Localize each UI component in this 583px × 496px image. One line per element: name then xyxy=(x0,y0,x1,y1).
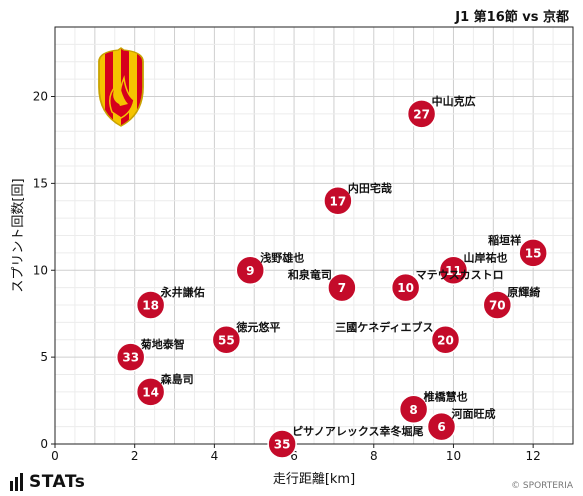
point-marker xyxy=(135,290,166,320)
point-label: 三國ケネディエブス xyxy=(335,320,433,334)
team-emblem xyxy=(98,47,144,127)
point-number: 7 xyxy=(338,281,346,295)
point-label: 山岸祐也 xyxy=(463,250,507,264)
point-label: 河面旺成 xyxy=(452,407,496,421)
point-marker xyxy=(482,290,513,320)
plot-frame xyxy=(54,26,574,445)
point-label: 稲垣祥 xyxy=(488,233,521,247)
stats-bars-icon xyxy=(10,473,25,491)
x-tick-label: 8 xyxy=(370,449,378,463)
point-number: 33 xyxy=(122,351,139,365)
data-point: 20 三國ケネディエブス xyxy=(335,320,461,355)
point-number: 11 xyxy=(445,264,462,278)
y-axis-label: スプリント回数[回] xyxy=(11,178,26,292)
stats-logo: STATs xyxy=(10,472,85,492)
point-marker xyxy=(390,272,421,303)
x-tick-label: 10 xyxy=(446,449,461,463)
point-marker xyxy=(211,325,242,355)
point-label: 菊地泰智 xyxy=(141,337,185,351)
point-label: 内田宅哉 xyxy=(348,181,392,195)
point-number: 6 xyxy=(437,420,445,434)
x-axis-label: 走行距離[km] xyxy=(273,472,355,487)
data-point: 9 浅野雄也 xyxy=(235,250,304,285)
point-number: 27 xyxy=(413,107,430,121)
point-marker xyxy=(115,342,146,372)
y-tick-label: 0 xyxy=(40,437,48,451)
point-marker xyxy=(430,325,461,355)
point-marker xyxy=(518,238,548,268)
point-number: 14 xyxy=(142,385,159,399)
point-label: 永井謙佑 xyxy=(160,285,205,299)
chart-title: J1 第16節 vs 京都 xyxy=(455,10,569,25)
point-label: 森島司 xyxy=(161,372,194,386)
point-number: 8 xyxy=(409,403,417,417)
x-tick-label: 4 xyxy=(211,449,219,463)
point-label: 中山克広 xyxy=(432,94,476,108)
x-tick-label: 0 xyxy=(51,449,59,463)
point-marker xyxy=(398,394,429,424)
point-number: 70 xyxy=(489,299,506,313)
data-point: 6 河面旺成 xyxy=(426,407,496,442)
point-marker xyxy=(327,272,357,303)
grid xyxy=(54,26,574,445)
point-label: 椎橋慧也 xyxy=(423,389,468,403)
axis-ticks: 0 2 4 6 8 10 12 0 5 10 15 20 xyxy=(33,90,541,464)
data-point: 7 和泉竜司 xyxy=(288,268,357,303)
data-point: 15 稲垣祥 xyxy=(488,233,548,268)
point-number: 17 xyxy=(330,194,347,208)
point-label: マテウスカストロ xyxy=(416,269,504,282)
point-marker xyxy=(135,377,166,407)
point-marker xyxy=(406,99,437,129)
y-tick-label: 5 xyxy=(40,350,48,364)
y-tick-label: 10 xyxy=(33,263,48,277)
point-marker xyxy=(426,411,457,442)
x-tick-label: 12 xyxy=(526,449,541,463)
x-tick-label: 2 xyxy=(131,449,139,463)
point-number: 35 xyxy=(274,438,291,452)
point-marker xyxy=(235,255,265,285)
point-label: 原輝綺 xyxy=(507,285,540,299)
copyright-notice: © SPORTERIA xyxy=(511,481,573,491)
point-number: 20 xyxy=(437,333,454,347)
point-label: ピサノアレックス幸冬堀尾 xyxy=(292,424,423,438)
point-marker xyxy=(438,255,469,285)
point-number: 18 xyxy=(142,299,159,313)
point-number: 9 xyxy=(246,264,254,278)
point-number: 10 xyxy=(397,281,414,295)
stats-logo-text: STATs xyxy=(29,472,86,492)
point-number: 15 xyxy=(525,246,542,260)
point-label: 徳元悠平 xyxy=(235,320,280,334)
y-tick-label: 20 xyxy=(33,90,48,104)
y-tick-label: 15 xyxy=(33,176,48,190)
point-label: 和泉竜司 xyxy=(288,268,332,282)
point-marker xyxy=(267,429,297,459)
point-number: 55 xyxy=(218,333,235,347)
data-point: 8 椎橋慧也 xyxy=(398,389,468,424)
point-label: 浅野雄也 xyxy=(260,250,304,264)
point-marker xyxy=(323,186,353,216)
x-tick-label: 6 xyxy=(290,449,298,463)
